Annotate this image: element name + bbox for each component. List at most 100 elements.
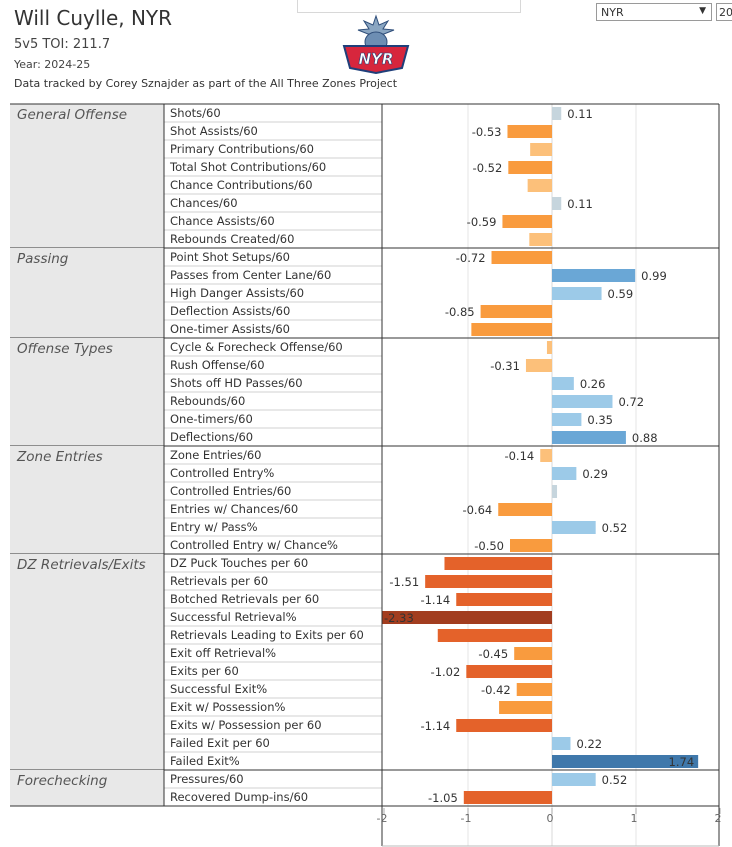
metric-label: Successful Retrieval%: [170, 610, 297, 624]
data-label: -2.33: [384, 611, 414, 625]
bar: [508, 161, 552, 174]
logo-text: NYR: [359, 50, 394, 68]
metric-label: Zone Entries/60: [170, 448, 262, 462]
bar: [444, 557, 552, 570]
group-label: Zone Entries: [16, 449, 103, 465]
x-tick-label: 2: [715, 812, 722, 825]
metric-label: One-timer Assists/60: [170, 322, 290, 336]
bar: [456, 719, 552, 732]
metric-label: Shots/60: [170, 106, 221, 120]
bar: [480, 305, 552, 318]
bar: [552, 413, 582, 426]
data-label: 0.11: [567, 197, 593, 211]
metric-label: Botched Retrievals per 60: [170, 592, 319, 606]
bar: [437, 629, 552, 642]
data-label: -0.64: [462, 503, 492, 517]
data-label: 0.29: [582, 467, 608, 481]
chevron-down-icon: ▼: [699, 6, 706, 16]
bar: [552, 755, 699, 768]
group-label: Forechecking: [17, 773, 108, 789]
data-label: -0.52: [473, 161, 503, 175]
data-label: -0.59: [467, 215, 497, 229]
metric-label: DZ Puck Touches per 60: [170, 556, 308, 570]
data-label: -0.42: [481, 683, 511, 697]
data-label: 0.99: [641, 269, 667, 283]
group-cell: [10, 446, 164, 554]
x-tick-label: 1: [631, 812, 638, 825]
metric-label: Deflection Assists/60: [170, 304, 290, 318]
group-label: DZ Retrievals/Exits: [17, 557, 146, 573]
bar: [552, 395, 613, 408]
bar: [552, 521, 596, 534]
data-label: -0.50: [474, 539, 504, 553]
year-select[interactable]: 20: [716, 3, 732, 21]
data-label: 0.59: [608, 287, 634, 301]
metric-label: Rebounds/60: [170, 394, 245, 408]
bar: [491, 251, 552, 264]
bar: [463, 791, 552, 804]
metric-label: Rush Offense/60: [170, 358, 265, 372]
team-select-value: NYR: [601, 6, 624, 19]
bar: [527, 179, 552, 192]
group-cell: [10, 248, 164, 338]
bar: [546, 341, 552, 354]
data-label: -1.02: [431, 665, 461, 679]
metric-label: High Danger Assists/60: [170, 286, 304, 300]
metric-label: Controlled Entries/60: [170, 484, 291, 498]
metric-label: Failed Exit per 60: [170, 736, 270, 750]
metric-label: Exits w/ Possession per 60: [170, 718, 322, 732]
x-tick-label: -2: [377, 812, 388, 825]
bar: [498, 503, 552, 516]
data-label: -0.85: [445, 305, 475, 319]
credit-text: Data tracked by Corey Sznajder as part o…: [14, 77, 398, 90]
bar: [382, 611, 552, 624]
bar: [514, 647, 552, 660]
metric-label: Controlled Entry%: [170, 466, 274, 480]
metric-label: Point Shot Setups/60: [170, 250, 290, 264]
bar: [552, 377, 574, 390]
bar: [552, 485, 558, 498]
data-label: 0.52: [602, 521, 628, 535]
group-cell: [10, 338, 164, 446]
bar: [425, 575, 552, 588]
metric-label: Successful Exit%: [170, 682, 267, 696]
bar: [456, 593, 552, 606]
bar: [552, 773, 596, 786]
data-label: -1.14: [420, 593, 450, 607]
bar: [552, 269, 636, 282]
bar: [552, 467, 577, 480]
data-label: 0.22: [576, 737, 602, 751]
data-label: 0.52: [602, 773, 628, 787]
bar: [525, 359, 552, 372]
data-label: -0.14: [504, 449, 534, 463]
metric-label: Exit w/ Possession%: [170, 700, 285, 714]
metric-label: Recovered Dump-ins/60: [170, 790, 308, 804]
data-label: 0.72: [618, 395, 644, 409]
metric-label: Retrievals per 60: [170, 574, 268, 588]
metric-label: Entries w/ Chances/60: [170, 502, 298, 516]
bar: [552, 287, 602, 300]
metric-label: Shot Assists/60: [170, 124, 258, 138]
bar: [502, 215, 552, 228]
metric-label: Primary Contributions/60: [170, 142, 314, 156]
data-label: -1.51: [389, 575, 419, 589]
toi-text: 5v5 TOI: 211.7: [14, 37, 111, 52]
metric-label: Controlled Entry w/ Chance%: [170, 538, 338, 552]
bar: [552, 107, 562, 120]
group-label: General Offense: [17, 107, 127, 123]
data-label: -0.31: [490, 359, 520, 373]
metric-label: Shots off HD Passes/60: [170, 376, 303, 390]
bar: [516, 683, 552, 696]
data-label: -0.72: [456, 251, 486, 265]
metric-label: Chances/60: [170, 196, 238, 210]
year-text: Year: 2024-25: [14, 58, 91, 71]
metric-label: Exits per 60: [170, 664, 239, 678]
data-label: 0.35: [587, 413, 613, 427]
team-select[interactable]: NYR ▼: [596, 3, 712, 21]
rangers-logo: NYR: [342, 14, 410, 74]
filter-panel: [297, 0, 521, 13]
bar: [507, 125, 552, 138]
metric-label: Entry w/ Pass%: [170, 520, 258, 534]
metric-label: Failed Exit%: [170, 754, 240, 768]
